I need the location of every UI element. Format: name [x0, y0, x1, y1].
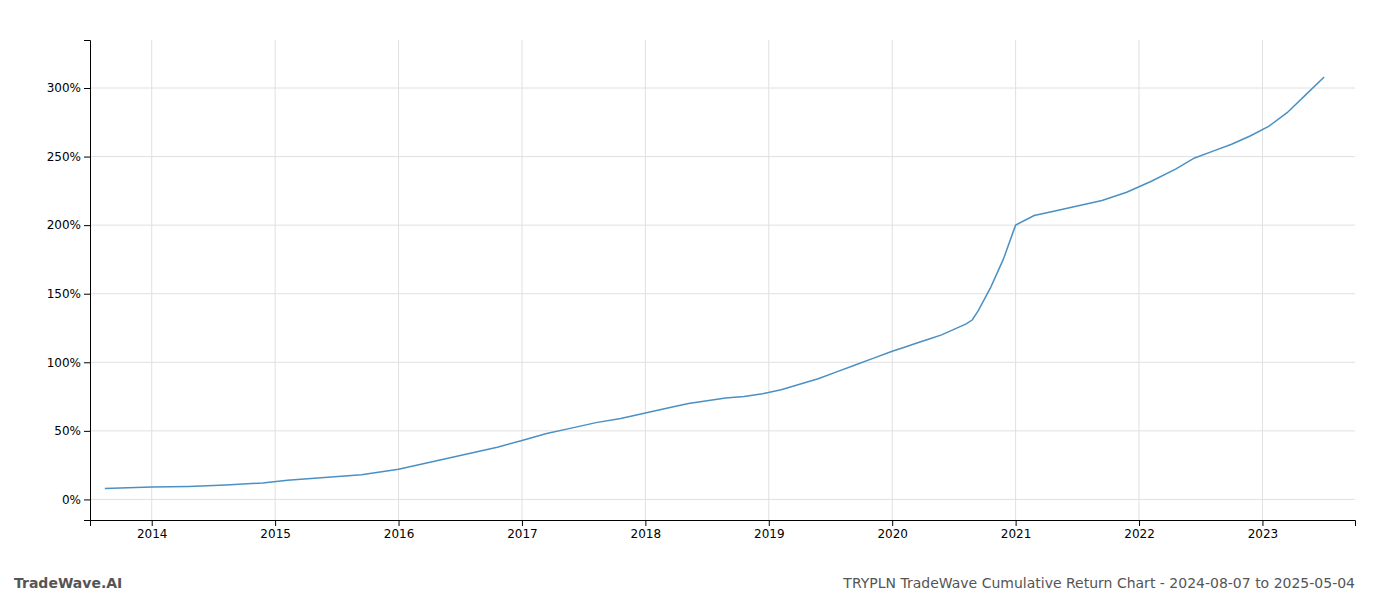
y-axis-tick-label: 100% — [47, 356, 81, 370]
title: TRYPLN TradeWave Cumulative Return Chart… — [842, 575, 1355, 591]
y-grid-line — [90, 88, 1355, 89]
y-axis-tick: 300% — [47, 81, 90, 95]
x-axis-tick-label: 2015 — [260, 527, 291, 541]
x-grid-line — [645, 40, 646, 520]
y-grid-line — [90, 293, 1355, 294]
x-axis-tick-label: 2023 — [1248, 527, 1279, 541]
y-axis-tick: 0% — [62, 493, 90, 507]
x-axis-tick-mark — [1016, 520, 1017, 526]
x-axis-tick: 2020 — [877, 520, 908, 541]
y-axis-tick-mark — [84, 294, 90, 295]
x-axis-tick-mark — [399, 520, 400, 526]
x-axis-tick: 2022 — [1124, 520, 1155, 541]
y-grid-line — [90, 499, 1355, 500]
x-axis-tick-label: 2018 — [631, 527, 662, 541]
x-grid-line — [1139, 40, 1140, 520]
y-grid-line — [90, 362, 1355, 363]
y-axis-tick-label: 250% — [47, 150, 81, 164]
y-axis-tick: 200% — [47, 218, 90, 232]
x-axis-tick: 2014 — [137, 520, 168, 541]
x-axis-tick-mark — [645, 520, 646, 526]
x-grid-line — [521, 40, 522, 520]
x-axis-tick-label: 2020 — [877, 527, 908, 541]
y-axis-tick-label: 200% — [47, 218, 81, 232]
x-axis-tick-mark — [275, 520, 276, 526]
x-axis-tick: 2016 — [384, 520, 415, 541]
x-axis-tick-mark — [892, 520, 893, 526]
x-grid-line — [768, 40, 769, 520]
x-grid-line — [398, 40, 399, 520]
y-grid-line — [90, 430, 1355, 431]
line — [105, 77, 1324, 488]
x-grid-line — [275, 40, 276, 520]
y-axis: 0% 50% 100% 150% 200% 250% 300% — [47, 41, 91, 521]
x-axis: 2014 2015 2016 2017 2018 2019 2020 2021 2022 2023 — [91, 520, 1356, 541]
x-axis-line — [91, 521, 1356, 527]
x-axis-tick-label: 2017 — [507, 527, 538, 541]
y-axis-tick-label: 0% — [62, 493, 81, 507]
y-axis-tick-mark — [84, 157, 90, 158]
x-grid-line — [892, 40, 893, 520]
y-grid-line — [90, 156, 1355, 157]
y-axis-tick-label: 300% — [47, 81, 81, 95]
x-grid-line — [151, 40, 152, 520]
y-axis-tick: 250% — [47, 150, 90, 164]
x-axis-tick-label: 2021 — [1001, 527, 1032, 541]
y-axis-tick-mark — [84, 225, 90, 226]
plot-area — [105, 77, 1324, 488]
grid — [90, 40, 1355, 520]
watermark: TradeWave.AI — [14, 575, 122, 591]
x-axis-tick: 2018 — [631, 520, 662, 541]
y-axis-tick-mark — [84, 88, 90, 89]
x-grid-line — [1262, 40, 1263, 520]
x-axis-tick-label: 2016 — [384, 527, 415, 541]
x-axis-tick: 2021 — [1001, 520, 1032, 541]
y-axis-line — [84, 41, 91, 521]
x-axis-tick: 2023 — [1248, 520, 1279, 541]
x-axis-tick-mark — [522, 520, 523, 526]
x-axis-tick: 2015 — [260, 520, 291, 541]
y-axis-tick: 150% — [47, 287, 90, 301]
x-axis-tick-label: 2022 — [1124, 527, 1155, 541]
y-axis-tick-mark — [84, 362, 90, 363]
y-axis-tick-label: 150% — [47, 287, 81, 301]
y-axis-tick-mark — [84, 431, 90, 432]
x-axis-tick-label: 2014 — [137, 527, 168, 541]
y-axis-tick-label: 50% — [54, 424, 81, 438]
x-axis-tick-mark — [1262, 520, 1263, 526]
x-grid-line — [1015, 40, 1016, 520]
x-axis-tick-mark — [769, 520, 770, 526]
y-axis-tick-mark — [84, 499, 90, 500]
x-axis-tick-mark — [152, 520, 153, 526]
y-axis-tick: 100% — [47, 356, 90, 370]
x-axis-tick-mark — [1139, 520, 1140, 526]
x-axis-tick-label: 2019 — [754, 527, 785, 541]
chart: 2014 2015 2016 2017 2018 2019 2020 2021 2022 2023… — [0, 0, 1400, 600]
x-axis-tick: 2019 — [754, 520, 785, 541]
y-grid-line — [90, 225, 1355, 226]
x-axis-tick: 2017 — [507, 520, 538, 541]
y-axis-tick: 50% — [54, 424, 90, 438]
